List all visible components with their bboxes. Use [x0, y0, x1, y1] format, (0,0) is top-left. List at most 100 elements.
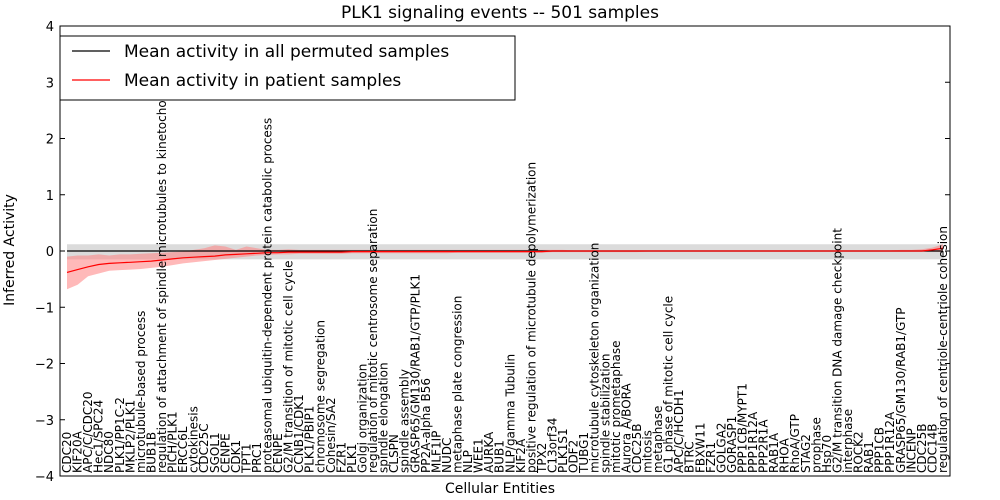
- x-tick-label: NUDC: [440, 438, 454, 473]
- x-tick-label: SGOL1: [208, 432, 222, 473]
- x-tick-label: metaphase: [651, 406, 665, 473]
- x-tick-label: CDC25B: [630, 424, 644, 474]
- y-tick-label: −4: [35, 470, 54, 485]
- x-tick-label: chromosome segregation: [313, 320, 327, 473]
- y-tick-label: −3: [35, 414, 54, 429]
- y-axis-title: Inferred Activity: [2, 194, 18, 306]
- x-tick-label: APC/C/CDC20: [81, 391, 95, 473]
- x-tick-label: CDC25B: [915, 424, 929, 474]
- x-tick-label: PLK1/PBIP1: [303, 406, 317, 473]
- y-tick-label: 4: [46, 20, 54, 35]
- x-tick-label: GRASP65/GM130/RAB1/GTP: [894, 307, 908, 473]
- x-tick-label: GORASP1: [725, 416, 739, 473]
- y-axis: −4 −3 −2 −1 0 1 2 3 4: [35, 20, 950, 485]
- x-tick-label: MKLP2/PLK1: [123, 400, 137, 473]
- x-tick-label: Hec1/SPC24: [92, 400, 106, 473]
- x-tick-label: TPT1: [239, 443, 253, 474]
- x-tick-label: GRASP65/GM130/RAB1/GTP/PLK1: [408, 274, 422, 473]
- x-tick-label: regulation of centriole-centriole cohesi…: [936, 226, 950, 473]
- entity-labels: CDC20KIF20AAPC/C/CDC20Hec1/SPC24NDC80PLK…: [60, 88, 950, 474]
- x-tick-label: FZR1: [334, 442, 348, 473]
- x-tick-label: CENPE: [218, 433, 232, 473]
- x-tick-label: mitosis: [641, 430, 655, 473]
- x-tick-label: regulation of attachment of spindle micr…: [155, 88, 169, 473]
- x-tick-label: CENPE: [271, 433, 285, 473]
- y-tick-label: −2: [35, 358, 54, 373]
- x-tick-label: mitotic prometaphase: [609, 341, 623, 474]
- y-tick-label: 3: [46, 76, 54, 91]
- x-tick-label: ROCK2: [852, 431, 866, 473]
- x-tick-label: interphase: [841, 409, 855, 473]
- x-tick-label: PPP1R12A: [883, 411, 897, 473]
- x-tick-label: microtubule cytoskeleton organization: [588, 243, 602, 473]
- x-tick-label: positive regulation of microtubule depol…: [524, 162, 538, 473]
- x-tick-label: Golgi organization: [356, 364, 370, 473]
- x-tick-label: PLK1: [345, 444, 359, 473]
- legend-box: [59, 35, 516, 101]
- x-tick-label: WEE1: [472, 438, 486, 473]
- x-tick-label: proteasomal ubiquitin-dependent protein …: [261, 118, 275, 473]
- y-tick-label: 2: [46, 133, 54, 148]
- x-tick-label: PICH/PLK1: [166, 411, 180, 473]
- x-tick-label: CDC14B: [925, 424, 939, 474]
- x-tick-label: CDK1: [229, 440, 243, 473]
- x-tick-label: INCENP: [904, 428, 918, 473]
- x-tick-label: Cohesin/SA2: [324, 397, 338, 473]
- x-tick-label: microtubule-based process: [134, 311, 148, 473]
- x-tick-label: TUBG1: [577, 432, 591, 474]
- x-axis-title: Cellular Entities: [445, 481, 555, 497]
- x-tick-label: spindle stabilization: [598, 353, 612, 473]
- x-tick-label: PLK1/PP1C-2: [113, 397, 127, 473]
- x-tick-label: C13orf34: [546, 418, 560, 473]
- x-tick-label: metaphase plate congression: [451, 296, 465, 473]
- x-tick-label: CDC25C: [197, 423, 211, 473]
- x-tick-label: CLSPN: [387, 434, 401, 473]
- x-tick-label: regulation of mitotic centrosome separat…: [366, 209, 380, 473]
- x-tick-label: TPX2: [535, 443, 549, 474]
- x-tick-label: FZR1: [704, 442, 718, 473]
- y-tick-label: 1: [46, 189, 54, 204]
- x-tick-label: NLP: [461, 450, 475, 473]
- x-tick-label: CDC20: [60, 432, 74, 473]
- legend-label-patient: Mean activity in patient samples: [124, 71, 401, 91]
- x-tick-label: FBXW11: [693, 423, 707, 474]
- series-line-patient: [66, 247, 944, 273]
- legend: Mean activity in all permuted samples Me…: [59, 35, 516, 101]
- x-tick-label: cytokinesis: [187, 406, 201, 473]
- plot-area: CDC20KIF20AAPC/C/CDC20Hec1/SPC24NDC80PLK…: [60, 88, 950, 474]
- x-tick-label: RAB1A: [767, 432, 781, 473]
- x-tick-label: Hsp70: [820, 435, 834, 473]
- legend-label-permuted: Mean activity in all permuted samples: [124, 42, 449, 62]
- x-tick-label: PRC1: [250, 442, 264, 473]
- x-tick-label: PPP1CB: [873, 427, 887, 473]
- x-tick-label: PPP1CB/MYPT1: [736, 383, 750, 473]
- x-tick-label: PPP2R1A: [757, 419, 771, 473]
- x-tick-label: Aurora A/BORA: [619, 383, 633, 473]
- x-tick-label: AURKA: [482, 431, 496, 473]
- x-tick-label: KIF20A: [71, 430, 85, 473]
- x-tick-label: PLK1S1: [556, 428, 570, 473]
- x-tick-label: G2/M transition DNA damage checkpoint: [831, 228, 845, 473]
- y-tick-label: 0: [46, 245, 54, 260]
- x-tick-label: RHOA: [778, 437, 792, 473]
- x-tick-label: ODF2: [567, 440, 581, 473]
- x-tick-label: PPP1R12A: [746, 411, 760, 473]
- x-tick-label: RAB1: [862, 441, 876, 473]
- x-tick-label: GOLGA2: [714, 422, 728, 473]
- x-tick-label: spindle assembly: [398, 369, 412, 473]
- x-tick-label: APC/C/HCDH1: [672, 389, 686, 473]
- series-lines: [66, 247, 944, 273]
- x-tick-label: KIF2A: [514, 438, 528, 473]
- x-tick-label: G2/M transition of mitotic cell cycle: [282, 260, 296, 473]
- x-tick-label: STAG2: [799, 434, 813, 473]
- x-tick-label: ERCC6L: [176, 426, 190, 473]
- chart-title: PLK1 signaling events -- 501 samples: [341, 3, 659, 23]
- x-tick-label: MLF1IP: [429, 431, 443, 473]
- x-tick-label: NLP/gamma Tubulin: [503, 354, 517, 473]
- x-tick-label: BUB1B: [144, 432, 158, 473]
- x-tick-label: RhoA/GTP: [788, 414, 802, 473]
- x-tick-label: PP2A-alpha B56: [419, 378, 433, 473]
- x-tick-label: NDC80: [102, 431, 116, 473]
- x-tick-label: CCNB1/CDK1: [292, 394, 306, 473]
